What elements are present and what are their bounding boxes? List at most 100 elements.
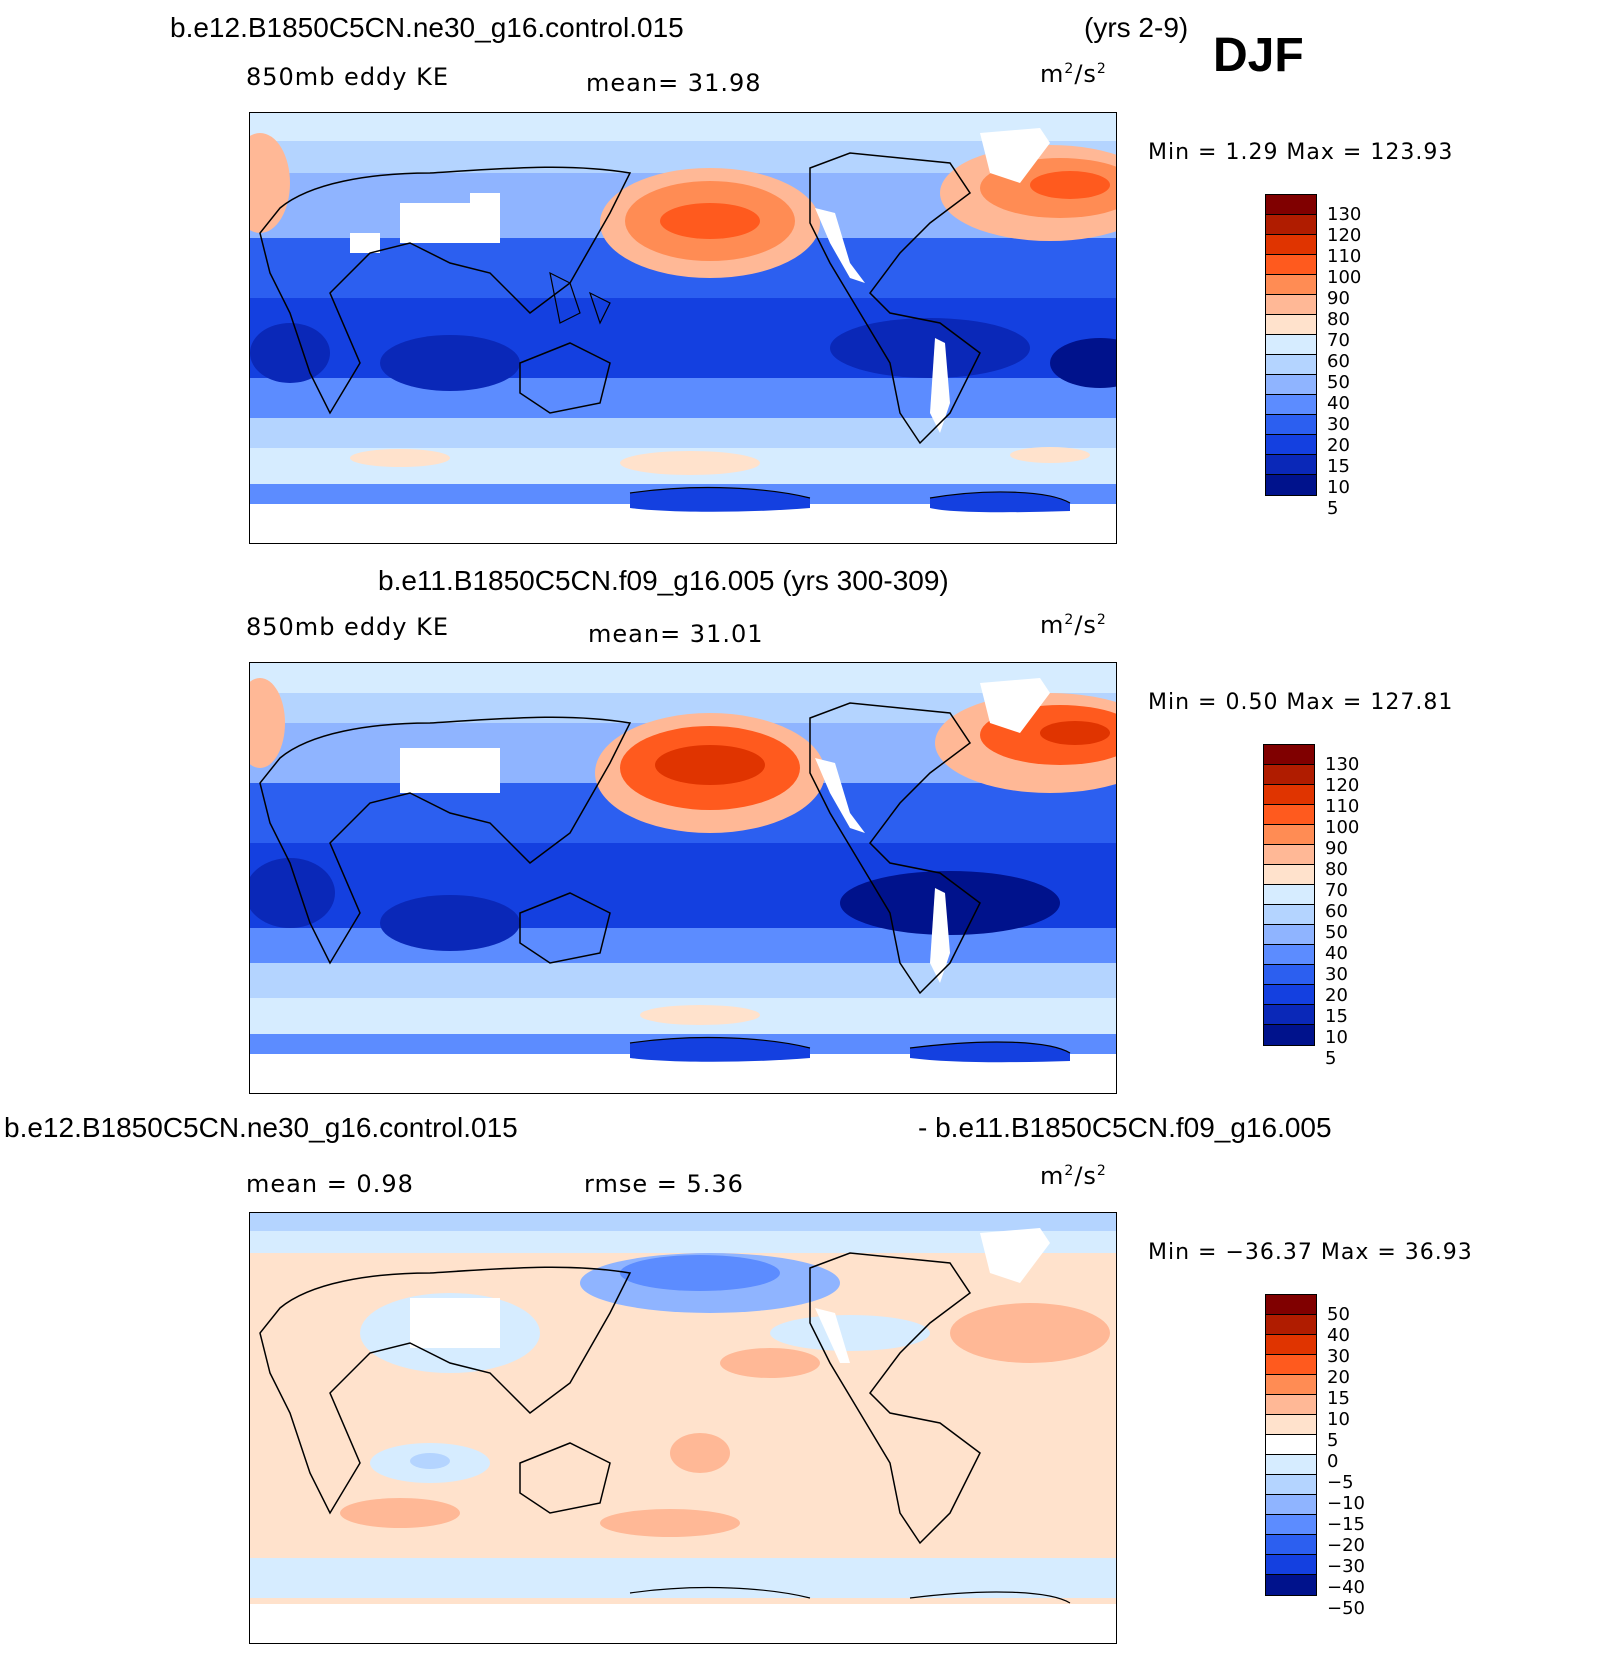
panel3-field xyxy=(250,1213,1116,1643)
colorbar-cell xyxy=(1266,195,1316,215)
colorbar-cell xyxy=(1266,335,1316,355)
colorbar-label: 70 xyxy=(1325,880,1348,901)
colorbar-label: 50 xyxy=(1327,372,1350,393)
colorbar-cell xyxy=(1264,985,1314,1005)
panel2-field xyxy=(250,663,1116,1093)
colorbar-label: 100 xyxy=(1327,267,1362,288)
colorbar-cell xyxy=(1264,945,1314,965)
colorbar-label: 130 xyxy=(1325,754,1360,775)
colorbar-cell xyxy=(1266,1535,1316,1555)
colorbar-label: 20 xyxy=(1325,985,1348,1006)
colorbar-label: 20 xyxy=(1327,1367,1350,1388)
colorbar-label: 15 xyxy=(1327,456,1350,477)
colorbar-label: −50 xyxy=(1327,1598,1365,1619)
colorbar-label: 80 xyxy=(1327,309,1350,330)
panel3-units: m2/s2 xyxy=(1040,1162,1107,1190)
panel2-mean: mean= 31.01 xyxy=(588,620,764,648)
panel1-title: b.e12.B1850C5CN.ne30_g16.control.015 xyxy=(170,12,684,43)
colorbar-cell xyxy=(1266,455,1316,475)
colorbar-label: −5 xyxy=(1327,1472,1354,1493)
colorbar-label: 120 xyxy=(1325,775,1360,796)
colorbar-cell xyxy=(1266,1495,1316,1515)
colorbar-label: 110 xyxy=(1325,796,1360,817)
colorbar-cell xyxy=(1266,215,1316,235)
panel3-rmse: rmse = 5.36 xyxy=(584,1170,744,1198)
colorbar-cell xyxy=(1266,295,1316,315)
colorbar-cell xyxy=(1266,1555,1316,1575)
colorbar-cell xyxy=(1264,785,1314,805)
panel2-colorbar xyxy=(1263,744,1315,1046)
colorbar-label: 30 xyxy=(1327,1346,1350,1367)
colorbar-cell xyxy=(1266,355,1316,375)
colorbar-label: 90 xyxy=(1327,288,1350,309)
colorbar-label: 20 xyxy=(1327,435,1350,456)
colorbar-label: 10 xyxy=(1327,477,1350,498)
colorbar-cell xyxy=(1266,415,1316,435)
colorbar-cell xyxy=(1264,765,1314,785)
colorbar-cell xyxy=(1266,1515,1316,1535)
colorbar-label: 40 xyxy=(1327,393,1350,414)
colorbar-cell xyxy=(1266,1315,1316,1335)
panel1-variable: 850mb eddy KE xyxy=(246,63,450,91)
colorbar-label: −20 xyxy=(1327,1535,1365,1556)
colorbar-cell xyxy=(1266,275,1316,295)
panel3-minmax: Min = −36.37 Max = 36.93 xyxy=(1148,1240,1473,1265)
colorbar-cell xyxy=(1264,1025,1314,1045)
colorbar-label: 60 xyxy=(1327,351,1350,372)
season-label: DJF xyxy=(1213,29,1304,82)
colorbar-label: 110 xyxy=(1327,246,1362,267)
colorbar-cell xyxy=(1266,1475,1316,1495)
colorbar-label: 90 xyxy=(1325,838,1348,859)
panel1-years: (yrs 2-9) xyxy=(1084,12,1189,43)
panel3-title: b.e12.B1850C5CN.ne30_g16.control.015 xyxy=(4,1112,518,1143)
panel1-mean: mean= 31.98 xyxy=(586,69,762,97)
panel2-units: m2/s2 xyxy=(1040,611,1107,639)
colorbar-label: −10 xyxy=(1327,1493,1365,1514)
colorbar-cell xyxy=(1264,745,1314,765)
colorbar-cell xyxy=(1266,1335,1316,1355)
colorbar-label: 50 xyxy=(1325,922,1348,943)
colorbar-label: 130 xyxy=(1327,204,1362,225)
colorbar-label: 80 xyxy=(1325,859,1348,880)
colorbar-label: −15 xyxy=(1327,1514,1365,1535)
colorbar-label: 5 xyxy=(1327,498,1339,519)
colorbar-label: 15 xyxy=(1325,1006,1348,1027)
panel2-map xyxy=(249,662,1117,1094)
colorbar-cell xyxy=(1266,255,1316,275)
panel2-minmax: Min = 0.50 Max = 127.81 xyxy=(1148,690,1454,715)
colorbar-label: 15 xyxy=(1327,1388,1350,1409)
colorbar-label: −40 xyxy=(1327,1577,1365,1598)
panel1-map xyxy=(249,112,1117,544)
colorbar-cell xyxy=(1266,375,1316,395)
colorbar-cell xyxy=(1266,435,1316,455)
panel3-map xyxy=(249,1212,1117,1644)
colorbar-cell xyxy=(1264,925,1314,945)
colorbar-label: 50 xyxy=(1327,1304,1350,1325)
colorbar-cell xyxy=(1264,825,1314,845)
colorbar-label: 10 xyxy=(1325,1027,1348,1048)
colorbar-cell xyxy=(1266,315,1316,335)
colorbar-cell xyxy=(1266,1375,1316,1395)
panel1-colorbar xyxy=(1265,194,1317,496)
colorbar-cell xyxy=(1264,865,1314,885)
colorbar-cell xyxy=(1266,395,1316,415)
panel3-colorbar xyxy=(1265,1294,1317,1596)
colorbar-cell xyxy=(1266,1355,1316,1375)
colorbar-cell xyxy=(1264,845,1314,865)
colorbar-cell xyxy=(1266,1295,1316,1315)
colorbar-label: 30 xyxy=(1325,964,1348,985)
colorbar-cell xyxy=(1266,1415,1316,1435)
panel2-title: b.e11.B1850C5CN.f09_g16.005 (yrs 300-309… xyxy=(378,565,949,596)
colorbar-label: 40 xyxy=(1325,943,1348,964)
colorbar-label: 120 xyxy=(1327,225,1362,246)
colorbar-cell xyxy=(1266,1575,1316,1595)
colorbar-label: 40 xyxy=(1327,1325,1350,1346)
colorbar-cell xyxy=(1264,885,1314,905)
colorbar-cell xyxy=(1264,805,1314,825)
colorbar-label: −30 xyxy=(1327,1556,1365,1577)
colorbar-cell xyxy=(1264,965,1314,985)
panel2-variable: 850mb eddy KE xyxy=(246,613,450,641)
colorbar-cell xyxy=(1266,1395,1316,1415)
colorbar-cell xyxy=(1266,475,1316,495)
panel1-units: m2/s2 xyxy=(1040,60,1107,88)
